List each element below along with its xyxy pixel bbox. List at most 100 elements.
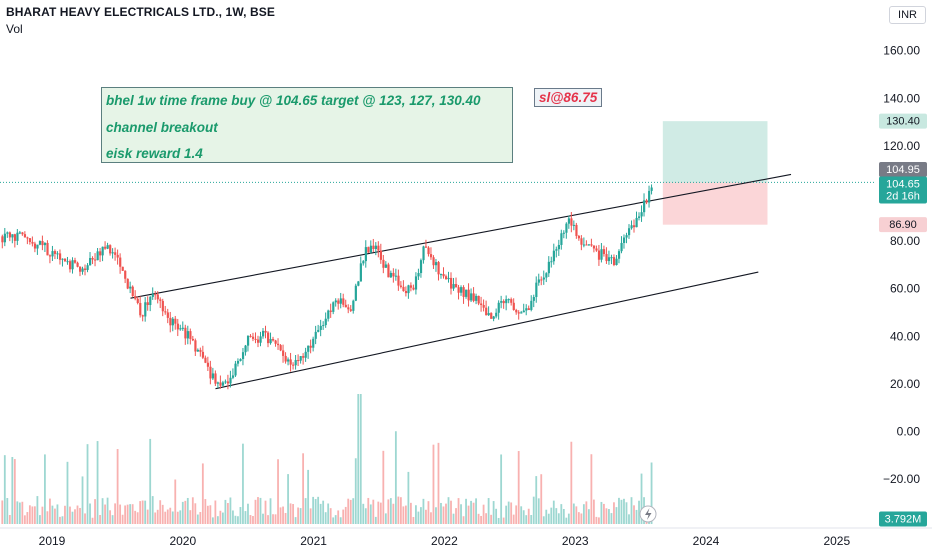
candle-body <box>379 250 383 260</box>
volume-bar <box>357 394 360 524</box>
time-axis[interactable]: 2019 2020 2021 2022 2023 2024 2025 <box>0 527 932 548</box>
last-close-label-text: 104.95 <box>886 164 920 176</box>
candle-body <box>457 287 460 293</box>
volume-bar <box>284 512 287 524</box>
current-price-label-text: 2d 16h <box>886 191 920 203</box>
candle-body <box>304 351 307 358</box>
volume-bar <box>46 511 49 524</box>
volume-bar <box>567 513 570 524</box>
volume-bar <box>420 507 422 524</box>
volume-bar <box>184 500 187 524</box>
candle-body <box>535 282 538 298</box>
volume-bar <box>404 505 407 524</box>
volume-bar <box>397 496 400 524</box>
price-axis[interactable]: 160.00140.00120.00100.0080.0060.0040.002… <box>883 44 920 486</box>
candle-body <box>612 257 616 266</box>
candle-body <box>319 325 322 330</box>
volume-bar <box>126 504 129 524</box>
candle-body <box>412 287 415 290</box>
volume-bar <box>387 499 390 524</box>
volume-bar <box>377 501 380 524</box>
symbol-title[interactable]: BHARAT HEAVY ELECTRICALS LTD., 1W, BSE <box>6 5 275 19</box>
volume-bar <box>562 508 565 524</box>
volume-bar <box>495 508 498 524</box>
candle-body <box>587 244 591 246</box>
volume-bar <box>199 511 202 524</box>
position-tool[interactable] <box>0 121 876 225</box>
volume-bar <box>214 500 217 524</box>
volume-bar <box>299 508 302 524</box>
candle-body <box>53 251 57 254</box>
candle-body <box>294 360 297 366</box>
candle-body <box>28 238 32 242</box>
candle-body <box>129 286 132 289</box>
candle-body <box>429 254 433 258</box>
volume-bar <box>257 497 259 524</box>
candle-body <box>377 245 380 251</box>
volume-bar <box>517 451 520 524</box>
volume-bar <box>582 504 585 524</box>
volume-bar <box>440 502 442 524</box>
volume-bar <box>327 503 330 524</box>
candle-body <box>545 273 548 278</box>
volume-indicator-label[interactable]: Vol <box>6 22 23 36</box>
volume-bar <box>224 499 227 524</box>
candle-body <box>550 261 553 263</box>
candle-body <box>204 357 207 363</box>
candle-body <box>480 303 483 306</box>
volume-bar <box>585 501 588 524</box>
note-line-entry: bhel 1w time frame buy @ 104.65 target @… <box>106 93 481 108</box>
volume-bar <box>452 513 455 524</box>
volume-bar <box>31 506 34 524</box>
y-tick-label: 20.00 <box>890 377 920 391</box>
candle-body <box>427 247 430 255</box>
candle-body <box>367 247 370 253</box>
candle-body <box>186 331 189 339</box>
volume-bar <box>535 476 538 524</box>
candle-body <box>151 294 154 297</box>
candle-body <box>467 289 470 301</box>
volume-bar <box>372 499 375 524</box>
volume-bar <box>151 496 154 524</box>
volume-bar <box>38 515 41 524</box>
volume-bar <box>294 517 297 524</box>
candle-body <box>592 245 596 249</box>
volume-bar <box>502 517 505 524</box>
volume-bar <box>462 516 465 524</box>
candle-body <box>327 310 330 319</box>
volume-bar <box>565 517 568 524</box>
trade-note-box[interactable]: bhel 1w time frame buy @ 104.65 target @… <box>101 87 513 163</box>
candle-body <box>209 366 212 379</box>
candle-body <box>244 345 247 353</box>
candle-body <box>121 266 124 271</box>
volume-bar <box>292 504 294 524</box>
candle-body <box>94 259 97 261</box>
currency-badge[interactable]: INR <box>889 6 926 24</box>
candle-body <box>166 312 169 318</box>
candle-body <box>357 281 360 286</box>
volume-bar <box>136 512 139 524</box>
candle-body <box>465 289 468 297</box>
volume-bar <box>54 508 56 524</box>
trendline <box>130 173 792 299</box>
candle-body <box>595 248 598 251</box>
candle-body <box>515 309 518 313</box>
candle-body <box>520 312 523 314</box>
volume-bar <box>555 508 558 524</box>
volume-bar <box>455 508 457 524</box>
candle-body <box>48 255 52 257</box>
candle-body <box>239 359 242 361</box>
stop-loss-note[interactable]: sl@86.75 <box>534 88 603 107</box>
volume-bar <box>84 513 86 524</box>
channel-trendlines[interactable] <box>130 173 792 390</box>
volume-bar <box>552 500 555 524</box>
candle-body <box>607 257 611 262</box>
candle-body <box>542 277 545 280</box>
volume-bar <box>1 500 4 524</box>
volume-bar <box>608 509 610 524</box>
candle-body <box>339 298 342 304</box>
candle-body <box>269 338 272 344</box>
candle-body <box>289 359 292 365</box>
